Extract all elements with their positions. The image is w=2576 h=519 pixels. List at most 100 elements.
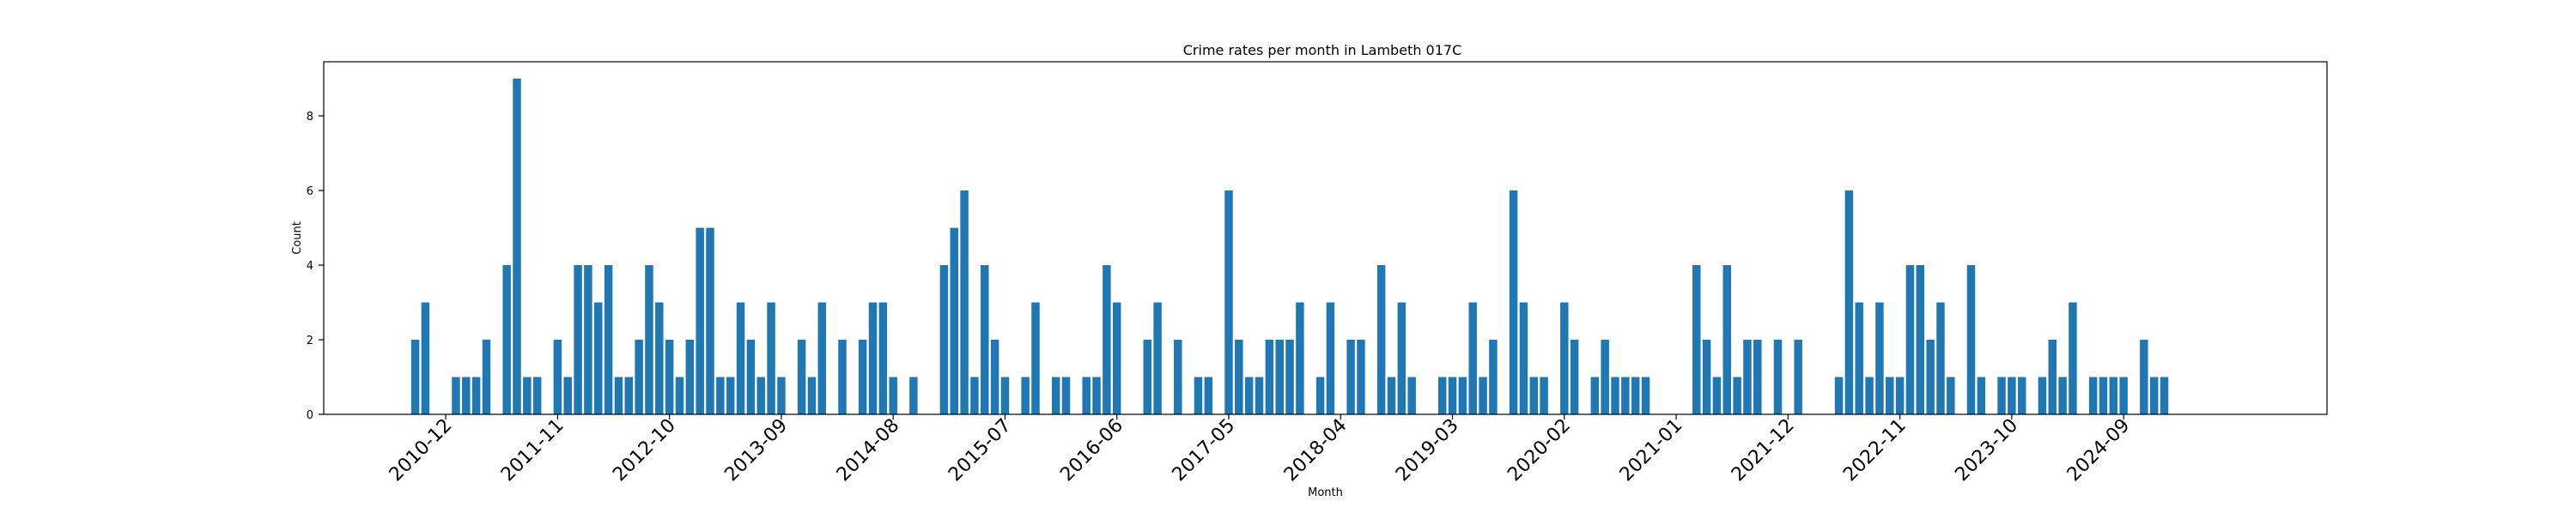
x-tick-label: 2017-05 xyxy=(1169,415,1240,486)
bar-2011-11 xyxy=(553,340,562,414)
bar-2010-10 xyxy=(421,302,430,414)
bar-2017-11 xyxy=(1285,340,1294,414)
bar-2011-08 xyxy=(523,377,532,414)
bar-2023-04 xyxy=(1947,377,1955,414)
bar-2021-08 xyxy=(1743,340,1752,414)
bars-group xyxy=(410,78,2169,415)
y-tick-label: 0 xyxy=(307,409,313,422)
bar-2017-06 xyxy=(1235,340,1243,414)
bar-2015-04 xyxy=(970,377,979,414)
bar-2022-09 xyxy=(1875,302,1884,414)
bar-2023-02 xyxy=(1926,340,1935,414)
bar-2024-01 xyxy=(2038,377,2047,414)
bar-2020-09 xyxy=(1631,377,1640,414)
bar-2013-08 xyxy=(767,302,775,414)
bar-2012-09 xyxy=(655,302,664,414)
bar-2020-02 xyxy=(1560,302,1569,414)
bar-2015-05 xyxy=(981,265,989,414)
bar-2020-10 xyxy=(1641,377,1650,414)
bar-2024-07 xyxy=(2099,377,2108,414)
bar-2022-01 xyxy=(1794,340,1802,414)
bar-2011-06 xyxy=(502,265,511,414)
bar-2018-11 xyxy=(1407,377,1416,414)
bar-2015-07 xyxy=(1000,377,1010,414)
bar-2019-10 xyxy=(1519,302,1528,414)
bar-2015-12 xyxy=(1051,377,1060,414)
bar-2013-11 xyxy=(797,340,806,414)
bar-2020-07 xyxy=(1611,377,1619,414)
bar-2024-06 xyxy=(2088,377,2098,414)
bar-2013-09 xyxy=(777,377,786,414)
bar-2018-10 xyxy=(1397,302,1406,414)
bar-2016-09 xyxy=(1143,340,1151,414)
bar-2015-06 xyxy=(990,340,999,414)
y-tick-label: 8 xyxy=(307,111,313,124)
bar-2015-01 xyxy=(939,265,949,414)
bar-2019-12 xyxy=(1540,377,1548,414)
bar-2013-02 xyxy=(706,227,714,414)
bar-2015-10 xyxy=(1031,302,1040,414)
bar-2013-05 xyxy=(736,302,745,414)
bar-2017-08 xyxy=(1255,377,1264,414)
bar-2016-10 xyxy=(1153,302,1162,414)
bar-2017-12 xyxy=(1296,302,1304,414)
bar-2016-03 xyxy=(1082,377,1091,414)
bar-2021-07 xyxy=(1733,377,1741,414)
bar-2023-09 xyxy=(1997,377,2006,414)
bar-2016-06 xyxy=(1112,302,1121,414)
bar-2012-06 xyxy=(624,377,634,414)
bar-2024-12 xyxy=(2149,377,2159,414)
x-tick-label: 2013-09 xyxy=(720,415,792,486)
bar-2018-09 xyxy=(1387,377,1396,414)
bar-2021-04 xyxy=(1702,340,1711,414)
bar-2021-06 xyxy=(1722,265,1732,414)
x-tick-label: 2015-07 xyxy=(945,415,1016,486)
bar-2019-04 xyxy=(1458,377,1467,414)
bar-2024-08 xyxy=(2109,377,2118,414)
x-tick-label: 2021-12 xyxy=(1728,415,1799,486)
chart-title: Crime rates per month in Lambeth 017C xyxy=(1183,42,1462,58)
bar-2014-05 xyxy=(858,340,867,414)
y-tick-label: 2 xyxy=(307,335,313,347)
bar-2011-02 xyxy=(462,377,471,414)
x-tick-label: 2012-10 xyxy=(609,415,680,486)
bar-2011-03 xyxy=(471,377,481,414)
bar-2012-11 xyxy=(675,377,684,414)
bar-2019-05 xyxy=(1468,302,1477,414)
bar-2023-07 xyxy=(1977,377,1986,414)
bar-2014-01 xyxy=(817,302,827,414)
bar-2024-03 xyxy=(2058,377,2067,414)
bar-2025-01 xyxy=(2160,377,2169,414)
bar-2023-03 xyxy=(1936,302,1945,414)
x-tick-label: 2018-04 xyxy=(1280,415,1352,486)
bar-2012-04 xyxy=(604,265,613,414)
bar-2018-08 xyxy=(1376,265,1386,414)
bar-2012-01 xyxy=(574,265,582,414)
x-tick-label: 2014-08 xyxy=(833,415,904,486)
bar-2021-09 xyxy=(1753,340,1762,414)
bar-2016-04 xyxy=(1092,377,1101,414)
bar-2021-03 xyxy=(1692,265,1701,414)
bar-2022-06 xyxy=(1844,190,1854,415)
y-axis-label: Count xyxy=(291,221,304,255)
x-tick-label: 2021-01 xyxy=(1616,415,1687,486)
bar-2017-09 xyxy=(1265,340,1274,414)
bar-2013-01 xyxy=(696,227,704,414)
bar-2017-10 xyxy=(1275,340,1284,414)
x-tick-label: 2023-10 xyxy=(1951,415,2022,486)
bar-2011-12 xyxy=(563,377,572,414)
x-tick-label: 2019-03 xyxy=(1392,415,1463,486)
bar-2012-05 xyxy=(614,377,623,414)
x-tick-label: 2010-12 xyxy=(386,415,457,486)
bar-2016-05 xyxy=(1103,265,1111,414)
bar-2013-12 xyxy=(807,377,817,414)
bar-2019-07 xyxy=(1489,340,1498,414)
bar-2012-12 xyxy=(685,340,695,414)
bar-2012-03 xyxy=(594,302,603,414)
x-tick-label: 2016-06 xyxy=(1056,415,1127,486)
bar-2017-02 xyxy=(1194,377,1203,414)
bar-2019-06 xyxy=(1479,377,1487,414)
bar-2011-01 xyxy=(452,377,460,414)
bar-2010-09 xyxy=(410,340,420,414)
